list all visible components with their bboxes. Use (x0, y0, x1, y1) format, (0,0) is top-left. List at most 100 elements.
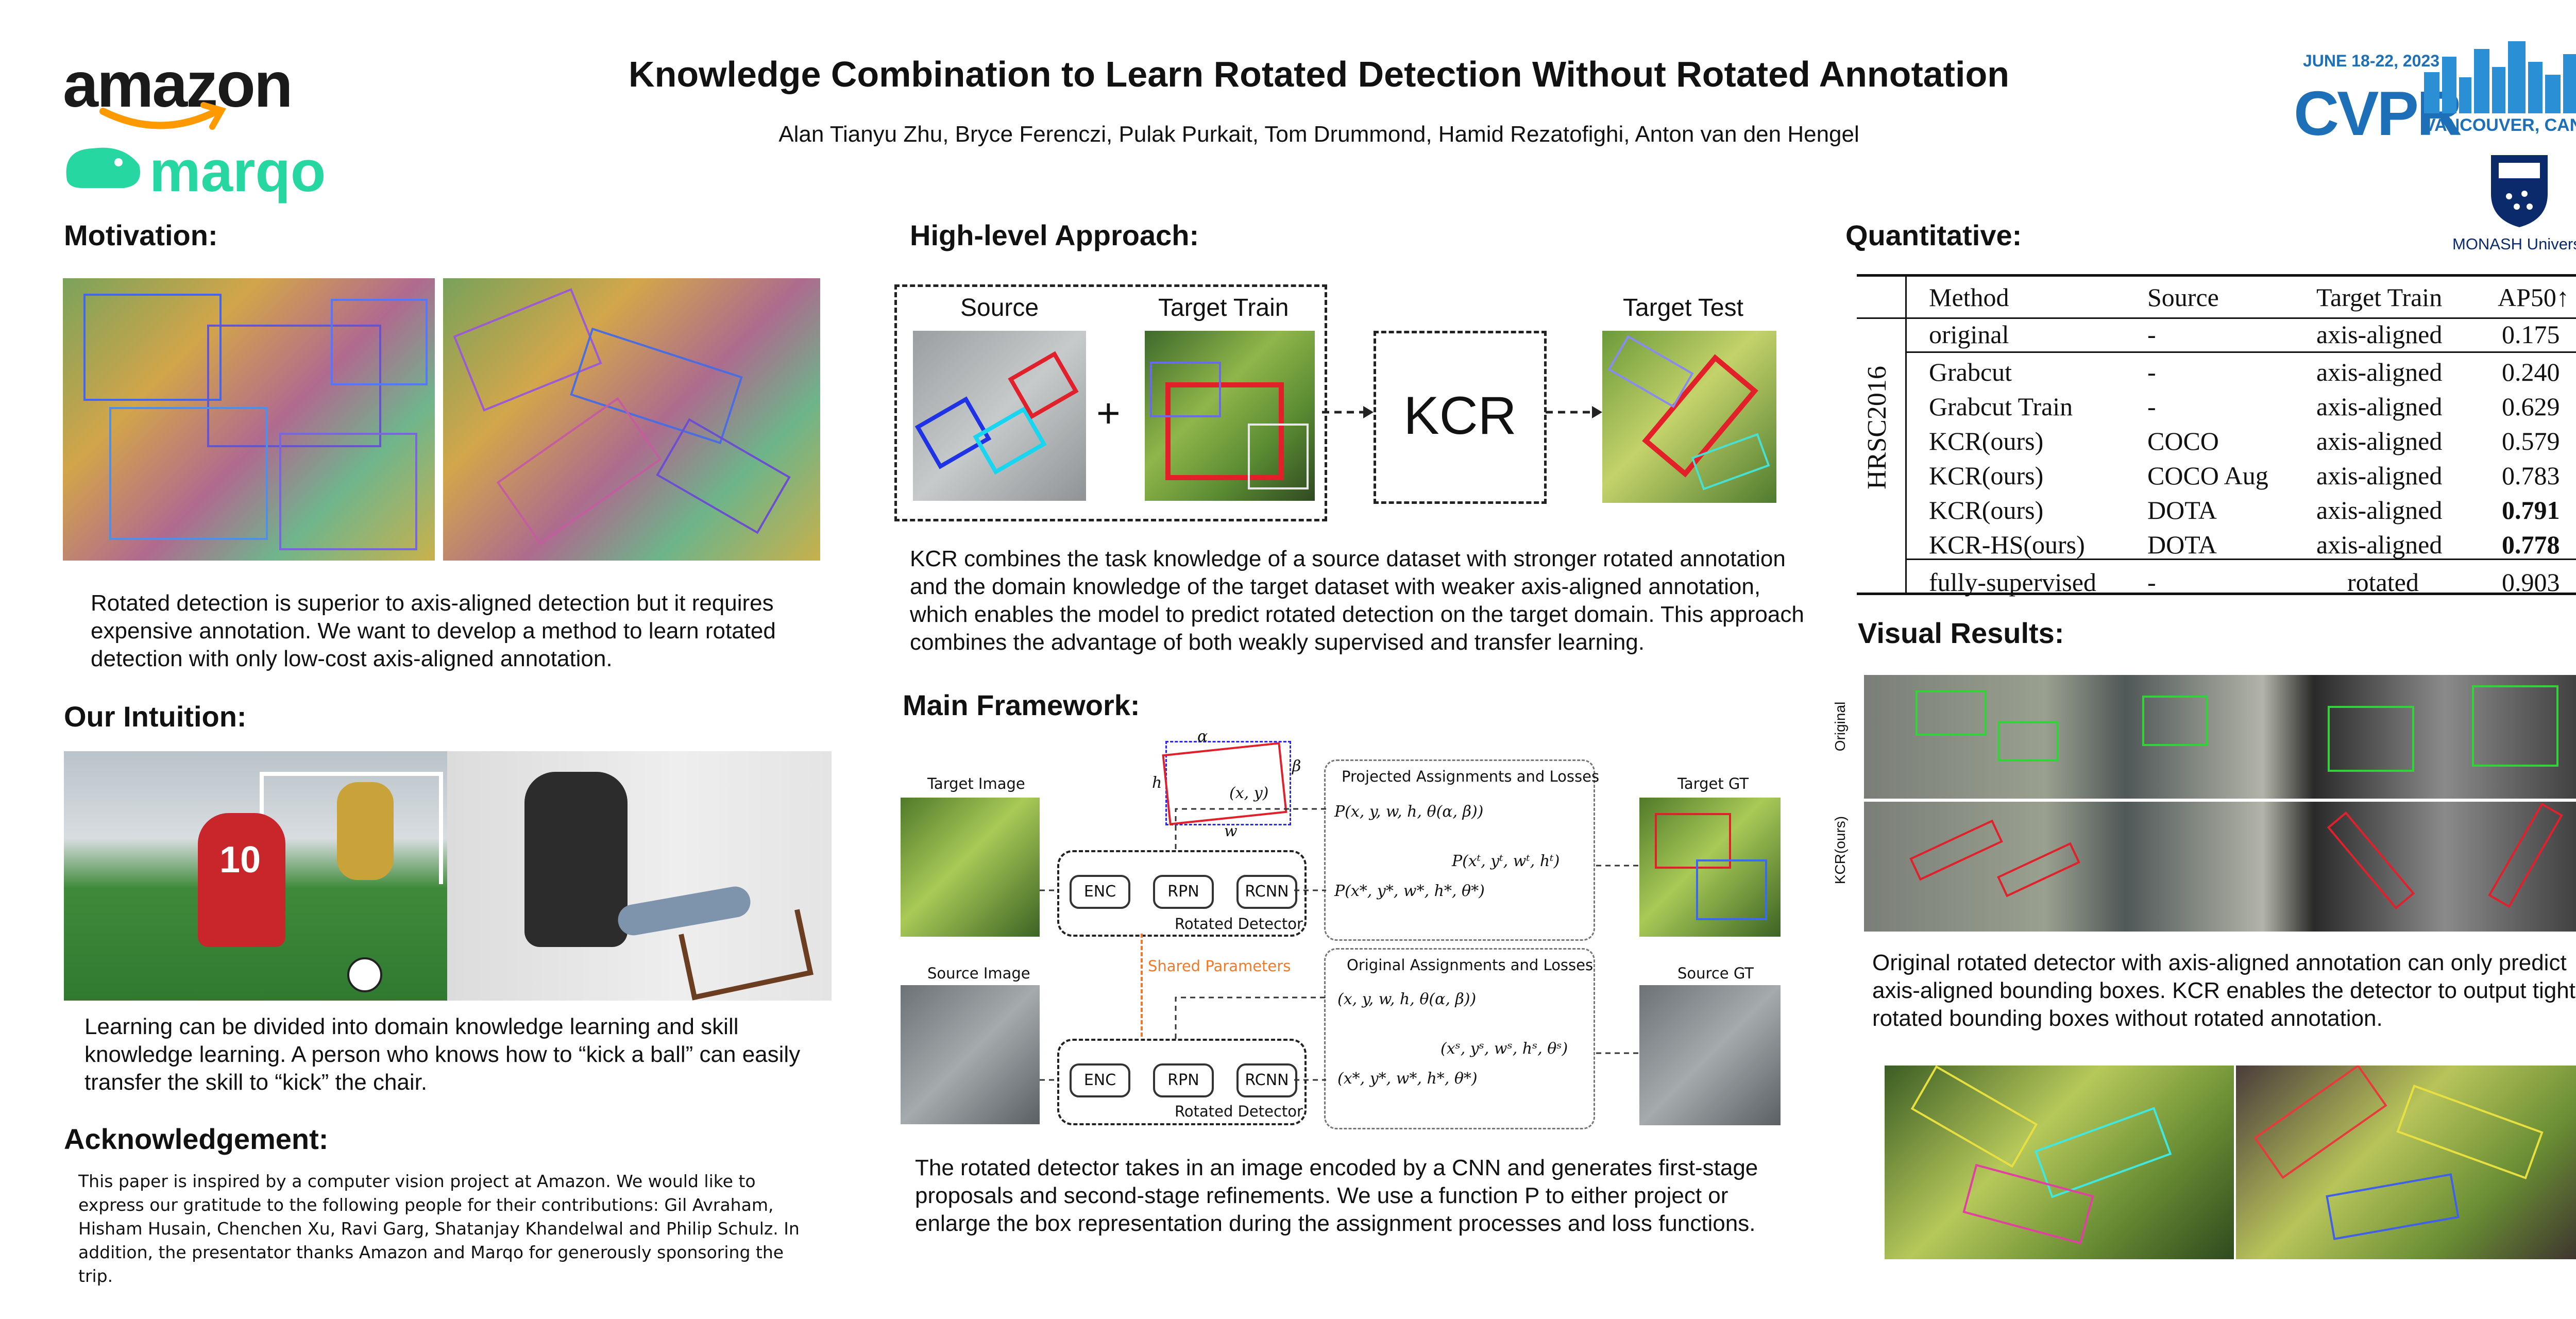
target-test-image (1602, 331, 1776, 503)
table-top-rule (1857, 274, 2576, 277)
w-label: w (1224, 822, 1238, 840)
alpha-label: α (1197, 728, 1208, 746)
original-assignments-group (1324, 948, 1595, 1129)
motivation-text: Rotated detection is superior to axis-al… (91, 590, 776, 671)
kcr-box (1374, 331, 1547, 504)
table-cell-method: KCR-HS(ours) (1929, 530, 2085, 559)
framework-heading: Main Framework: (903, 689, 1140, 721)
target-test-label: Target Test (1623, 294, 1743, 322)
table-cell-source: - (2147, 568, 2156, 597)
table-cell-method: KCR(ours) (1929, 496, 2044, 525)
table-header-rule (1857, 317, 2576, 319)
table-cell-method: fully-supervised (1929, 568, 2096, 597)
amazon-smile-icon (99, 102, 226, 130)
framework-source-gt-image (1639, 985, 1781, 1125)
table-cell-target: axis-aligned (2316, 358, 2443, 386)
dataset-label: HRSC2016 (1862, 366, 1892, 489)
row-label-kcr: KCR(ours) (1832, 816, 1848, 885)
source-gt-label: Source GT (1677, 965, 1754, 982)
table-cell-ap: 0.791 (2502, 496, 2560, 525)
framework-text: The rotated detector takes in an image e… (915, 1155, 1758, 1236)
table-column-header: Target Train (2316, 283, 2443, 312)
arrow-icon (1546, 406, 1602, 418)
monash-crest-icon (2491, 155, 2548, 227)
table-cell-target: axis-aligned (2316, 427, 2443, 455)
motivation-image-rotated (443, 278, 820, 561)
rotated-detector-label: Rotated Detector (1175, 1103, 1303, 1120)
motivation-image-axis-aligned (63, 278, 435, 561)
table-cell-source: - (2147, 392, 2156, 421)
rotated-detector-top (1057, 850, 1307, 937)
table-cell-method: original (1929, 320, 2009, 349)
row-label-original: Original (1832, 701, 1848, 752)
rotated-detector-bottom (1057, 1039, 1307, 1125)
table-cell-target: axis-aligned (2316, 530, 2443, 559)
projected-formula-2: P(xᵗ, yᵗ, wᵗ, hᵗ) (1452, 852, 1560, 870)
motivation-heading: Motivation: (64, 219, 218, 251)
arrow-icon (1322, 406, 1374, 418)
table-cell-target: axis-aligned (2316, 320, 2443, 349)
quantitative-heading: Quantitative: (1845, 219, 2022, 251)
intuition-image-kick-chair (447, 751, 832, 1001)
table-cell-ap: 0.778 (2502, 530, 2560, 559)
original-assignments-title: Original Assignments and Losses (1347, 956, 1594, 974)
vancouver-skyline-icon (2424, 41, 2576, 113)
enc-block: ENC (1070, 875, 1130, 909)
cucumber-result-image-2 (2236, 1066, 2576, 1259)
table-cell-target: axis-aligned (2316, 496, 2443, 525)
enc-block: ENC (1070, 1063, 1130, 1097)
marqo-hippo-icon (66, 147, 140, 188)
table-cell-ap: 0.903 (2502, 568, 2560, 597)
table-column-header: AP50↑ (2498, 283, 2569, 312)
rcnn-block: RCNN (1236, 875, 1297, 909)
box-diagram-axis (1165, 741, 1291, 825)
author-list: Alan Tianyu Zhu, Bryce Ferenczi, Pulak P… (778, 122, 1859, 147)
table-rule (1906, 559, 2576, 560)
framework-arrows-icon (1040, 808, 1326, 1081)
table-cell-source: COCO (2147, 427, 2219, 455)
table-column-header: Source (2147, 283, 2219, 312)
visual-results-text: Original rotated detector with axis-alig… (1872, 950, 2575, 1031)
table-cell-ap: 0.175 (2502, 320, 2560, 349)
rotated-detector-label: Rotated Detector (1175, 915, 1303, 933)
table-cell-target: rotated (2347, 568, 2419, 597)
target-train-label: Target Train (1158, 294, 1289, 322)
source-label: Source (960, 294, 1039, 322)
marqo-logo: marqo (149, 139, 326, 204)
beta-label: β (1292, 757, 1301, 775)
projected-assignments-group (1324, 759, 1595, 941)
framework-target-gt-image (1639, 798, 1781, 937)
table-cell-source: - (2147, 320, 2156, 349)
cucumber-result-image-1 (1885, 1066, 2234, 1259)
projected-assignments-title: Projected Assignments and Losses (1342, 768, 1600, 785)
table-cell-source: DOTA (2147, 496, 2217, 525)
acknowledgement-heading: Acknowledgement: (64, 1123, 329, 1155)
kcr-label: KCR (1403, 386, 1517, 446)
projected-formula-1: P(x, y, w, h, θ(α, β)) (1334, 803, 1484, 821)
table-cell-method: Grabcut (1929, 358, 2012, 386)
original-formula-1: (x, y, w, h, θ(α, β)) (1337, 990, 1477, 1008)
table-cell-ap: 0.579 (2502, 427, 2560, 455)
acknowledgement-text: This paper is inspired by a computer vis… (78, 1171, 800, 1286)
target-train-image (1145, 331, 1315, 501)
monash-logo: MONASH University (2452, 235, 2576, 253)
table-rule (1906, 351, 2576, 353)
training-data-group (894, 284, 1327, 521)
table-cell-method: Grabcut Train (1929, 392, 2073, 421)
visual-results-heading: Visual Results: (1858, 617, 2064, 649)
table-cell-target: axis-aligned (2316, 461, 2443, 490)
approach-text: KCR combines the task knowledge of a sou… (910, 546, 1804, 655)
source-image-label: Source Image (927, 965, 1030, 982)
target-image-label: Target Image (927, 775, 1025, 792)
target-gt-label: Target GT (1677, 775, 1749, 792)
shared-parameters-label: Shared Parameters (1148, 957, 1291, 975)
approach-heading: High-level Approach: (910, 219, 1199, 251)
rcnn-block: RCNN (1236, 1063, 1297, 1097)
rpn-block: RPN (1153, 875, 1214, 909)
table-vertical-rule (1905, 274, 1907, 595)
table-cell-method: KCR(ours) (1929, 427, 2044, 455)
cvpr-date: JUNE 18-22, 2023 (2303, 52, 2440, 70)
visual-results-kcr (1864, 802, 2576, 932)
shared-parameters-line (1141, 934, 1143, 1037)
original-formula-2: (xˢ, yˢ, wˢ, hˢ, θˢ) (1440, 1040, 1568, 1058)
